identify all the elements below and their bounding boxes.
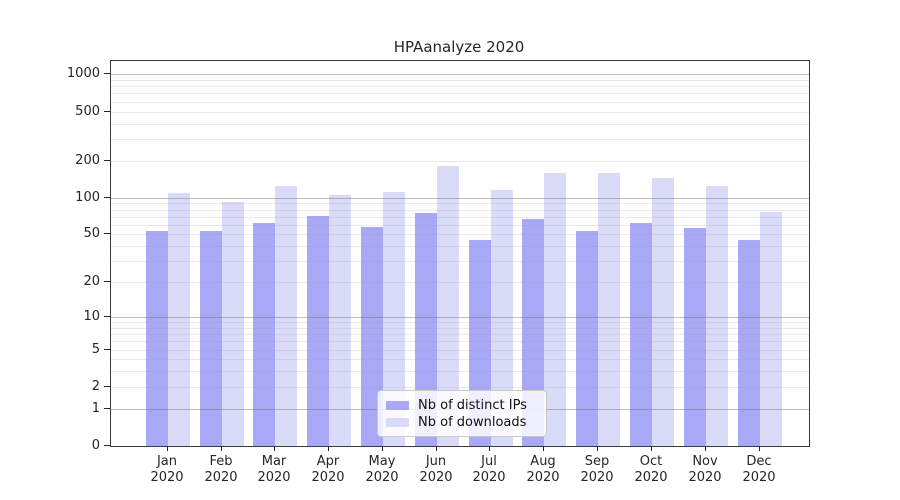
gridline-minor (111, 112, 809, 113)
legend-swatch-distinct-ips (386, 401, 409, 410)
bar-downloads-jan (167, 192, 190, 446)
y-tick-label: 10 (83, 309, 100, 324)
gridline-decade (111, 198, 809, 199)
y-tick-label: 1000 (66, 66, 100, 81)
plot-area (110, 60, 810, 447)
y-tick (104, 197, 110, 198)
y-tick (104, 386, 110, 387)
gridline-minor (111, 80, 809, 81)
x-tick (167, 446, 168, 451)
y-tick (104, 316, 110, 317)
y-tick-label: 50 (83, 226, 100, 241)
x-tick (221, 446, 222, 451)
bar-downloads-may (382, 192, 405, 446)
gridline-minor (111, 93, 809, 94)
x-tick (436, 446, 437, 451)
bar-distinct-ips-feb (199, 231, 222, 446)
x-tick-label-feb: Feb 2020 (204, 454, 238, 485)
x-tick-label-nov: Nov 2020 (688, 454, 722, 485)
gridline-minor (111, 210, 809, 211)
y-tick (104, 349, 110, 350)
y-tick (104, 160, 110, 161)
x-tick-label-jan: Jan 2020 (150, 454, 184, 485)
legend: Nb of distinct IPs Nb of downloads (377, 390, 547, 437)
bar-distinct-ips-oct (629, 223, 652, 446)
x-tick (489, 446, 490, 451)
legend-item-downloads: Nb of downloads (386, 414, 538, 431)
legend-swatch-downloads (386, 418, 409, 427)
y-tick (104, 73, 110, 74)
legend-item-distinct-ips: Nb of distinct IPs (386, 397, 538, 414)
bar-distinct-ips-sep (576, 231, 599, 446)
bar-downloads-nov (705, 186, 728, 446)
bar-distinct-ips-jan (145, 231, 168, 446)
y-tick-label: 20 (83, 274, 100, 289)
gridline-decade (111, 74, 809, 75)
gridline-minor (111, 161, 809, 162)
bar-downloads-jun (436, 166, 459, 446)
bar-downloads-jul (490, 190, 513, 446)
y-tick-label: 500 (75, 104, 100, 119)
y-tick-label: 5 (91, 342, 100, 357)
y-tick (104, 111, 110, 112)
x-tick-label-aug: Aug 2020 (526, 454, 560, 485)
bar-downloads-dec (759, 211, 782, 446)
x-tick (759, 446, 760, 451)
x-tick-label-jun: Jun 2020 (419, 454, 453, 485)
gridline-minor (111, 86, 809, 87)
bar-distinct-ips-mar (253, 223, 276, 446)
gridline-minor (111, 225, 809, 226)
x-tick (651, 446, 652, 451)
x-tick-label-may: May 2020 (365, 454, 399, 485)
x-tick-label-apr: Apr 2020 (311, 454, 345, 485)
gridline-minor (111, 102, 809, 103)
bar-distinct-ips-apr (307, 215, 330, 446)
y-tick (104, 408, 110, 409)
y-tick (104, 281, 110, 282)
bar-distinct-ips-jun (414, 213, 437, 446)
y-tick (104, 445, 110, 446)
x-tick (328, 446, 329, 451)
y-tick (104, 233, 110, 234)
gridline-minor (111, 203, 809, 204)
x-tick-label-jul: Jul 2020 (472, 454, 506, 485)
gridline-minor (111, 217, 809, 218)
bar-downloads-sep (598, 172, 621, 446)
x-tick (705, 446, 706, 451)
x-tick (543, 446, 544, 451)
y-tick-label: 200 (75, 153, 100, 168)
gridline-minor (111, 139, 809, 140)
x-tick-label-sep: Sep 2020 (580, 454, 614, 485)
bar-downloads-apr (329, 194, 352, 446)
x-tick (597, 446, 598, 451)
bar-distinct-ips-dec (737, 240, 760, 446)
y-tick-label: 0 (91, 438, 100, 453)
bar-distinct-ips-nov (683, 227, 706, 446)
bar-downloads-mar (275, 185, 298, 446)
bar-downloads-aug (544, 173, 567, 446)
gridline-minor (111, 124, 809, 125)
x-tick (382, 446, 383, 451)
legend-label-distinct-ips: Nb of distinct IPs (418, 398, 527, 413)
y-tick-label: 100 (75, 190, 100, 205)
x-tick (274, 446, 275, 451)
legend-label-downloads: Nb of downloads (418, 415, 527, 430)
bar-downloads-feb (221, 202, 244, 446)
y-tick-label: 1 (91, 401, 100, 416)
y-tick-label: 2 (91, 379, 100, 394)
x-tick-label-mar: Mar 2020 (257, 454, 291, 485)
bar-downloads-oct (651, 177, 674, 446)
bar-distinct-ips-aug (522, 219, 545, 446)
chart-title: HPAanalyze 2020 (393, 38, 525, 56)
x-tick-label-oct: Oct 2020 (634, 454, 668, 485)
x-tick-label-dec: Dec 2020 (742, 454, 776, 485)
